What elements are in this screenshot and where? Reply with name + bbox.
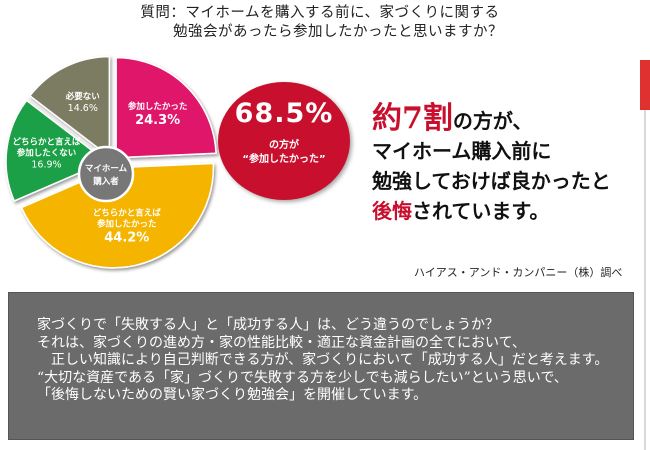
info-box: 家づくりで「失敗する人」と「成功する人」は、どう違うのでしょうか？ それは、家づ… bbox=[8, 292, 634, 440]
pie-slice-value: 24.3% bbox=[135, 113, 180, 128]
info-line: “大切な資産である「家」づくりで失敗する方を少しでも減らしたい”という思いで、 bbox=[37, 369, 568, 386]
pie-slice-label: 参加したかった bbox=[97, 218, 157, 229]
pie-slice-label: どちらかと言えば bbox=[12, 137, 81, 148]
pie-slice-value: 44.2% bbox=[104, 230, 149, 245]
pie-slice-0 bbox=[115, 56, 217, 159]
headline-rest-1: の方が、 bbox=[452, 109, 533, 133]
headline-red: 後悔 bbox=[372, 199, 412, 223]
pie-slice-label: 参加したくない bbox=[17, 148, 77, 159]
headline-rest-4: されています。 bbox=[412, 199, 550, 223]
badge-percent: 68.5% bbox=[234, 98, 334, 129]
pie-center-label: マイホーム bbox=[85, 164, 128, 174]
info-line: 「後悔しないための賢い家づくり勉強会」を開催しています。 bbox=[37, 387, 428, 403]
headline-line-4: 後悔されています。 bbox=[372, 196, 640, 226]
pie-center-label: 購入者 bbox=[92, 176, 119, 187]
info-line: 家づくりで「失敗する人」と「成功する人」は、どう違うのでしょうか？ bbox=[37, 317, 499, 333]
pie-slice-label: 必要ない bbox=[65, 91, 100, 102]
survey-question: 質問：マイホームを購入する前に、家づくりに関する 勉強会があったら参加したかった… bbox=[60, 4, 580, 42]
pie-center-circle bbox=[77, 145, 135, 203]
side-accent-line bbox=[644, 110, 646, 450]
question-line-1: 質問：マイホームを購入する前に、家づくりに関する bbox=[140, 5, 500, 21]
pie-slice-3 bbox=[28, 55, 111, 159]
pie-slice-label: 参加したかった bbox=[128, 101, 188, 112]
side-accent-red bbox=[640, 60, 650, 110]
pie-chart: 参加したかった24.3%どちらかと言えば参加したかった44.2%どちらかと言えば… bbox=[5, 55, 217, 269]
side-accent-bar bbox=[640, 0, 650, 450]
question-line-2: 勉強会があったら参加したかったと思いますか？ bbox=[173, 24, 503, 40]
badge-text-1: の方が bbox=[269, 140, 299, 151]
headline-big: 約7割 bbox=[372, 101, 453, 136]
highlight-badge: 68.5% の方が “参加したかった” bbox=[218, 82, 350, 200]
info-line: それは、家づくりの進め方・家の性能比較・適正な資金計画の全てにおいて、 bbox=[37, 334, 526, 351]
pie-slice-value: 14.6% bbox=[68, 103, 98, 114]
pie-slice-2 bbox=[5, 99, 108, 202]
pie-slice-value: 16.9% bbox=[31, 160, 61, 171]
headline-line-3: 勉強しておけば良かったと bbox=[372, 169, 611, 193]
headline: 約7割の方が、 マイホーム購入前に 勉強しておけば良かったと 後悔されています。 bbox=[372, 104, 640, 226]
badge-text-2: “参加したかった” bbox=[242, 154, 326, 165]
headline-line-2: マイホーム購入前に bbox=[372, 139, 552, 163]
source-note: ハイアス・アンド・カンパニー（株）調べ bbox=[414, 266, 623, 279]
headline-line-1: 約7割の方が、 bbox=[372, 104, 640, 136]
pie-slice-1 bbox=[20, 162, 215, 269]
info-line: 正しい知識により自己判断できる方が、家づくりにおいて「成功する人」だと考えます。 bbox=[37, 352, 609, 368]
pie-slice-label: どちらかと言えば bbox=[93, 207, 162, 218]
